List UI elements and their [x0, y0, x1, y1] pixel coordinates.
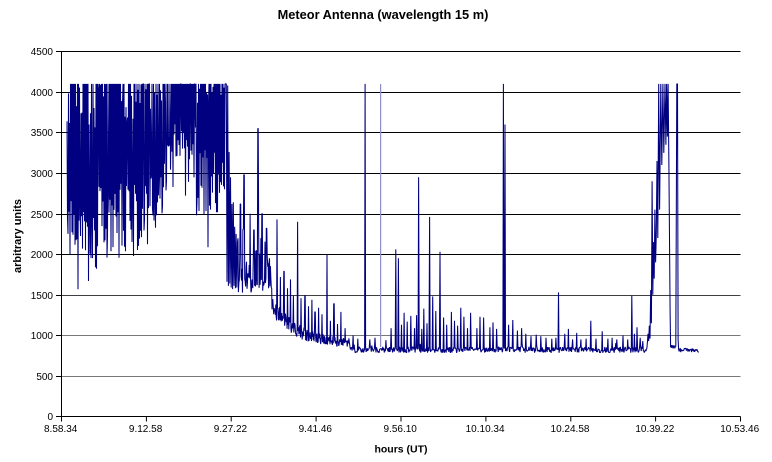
svg-text:4000: 4000	[31, 88, 54, 99]
svg-text:2500: 2500	[31, 210, 54, 221]
svg-text:500: 500	[36, 372, 53, 383]
svg-text:4500: 4500	[31, 47, 54, 58]
svg-text:3000: 3000	[31, 169, 54, 180]
svg-text:10.24.58: 10.24.58	[551, 424, 590, 435]
svg-text:9.12.58: 9.12.58	[129, 424, 163, 435]
svg-text:9.27.22: 9.27.22	[214, 424, 248, 435]
svg-text:1500: 1500	[31, 291, 54, 302]
svg-text:9.41.46: 9.41.46	[299, 424, 333, 435]
svg-text:10.39.22: 10.39.22	[635, 424, 674, 435]
svg-text:0: 0	[47, 412, 53, 423]
svg-text:1000: 1000	[31, 331, 54, 342]
svg-text:Meteor Antenna (wavelength 15: Meteor Antenna (wavelength 15 m)	[278, 7, 489, 22]
svg-text:10.10.34: 10.10.34	[466, 424, 505, 435]
svg-text:hours (UT): hours (UT)	[374, 444, 427, 456]
svg-text:10.53.46: 10.53.46	[720, 424, 759, 435]
svg-text:9.56.10: 9.56.10	[384, 424, 418, 435]
svg-text:3500: 3500	[31, 128, 54, 139]
svg-text:8.58.34: 8.58.34	[44, 424, 78, 435]
svg-text:arbitrary units: arbitrary units	[12, 199, 24, 273]
svg-text:2000: 2000	[31, 250, 54, 261]
